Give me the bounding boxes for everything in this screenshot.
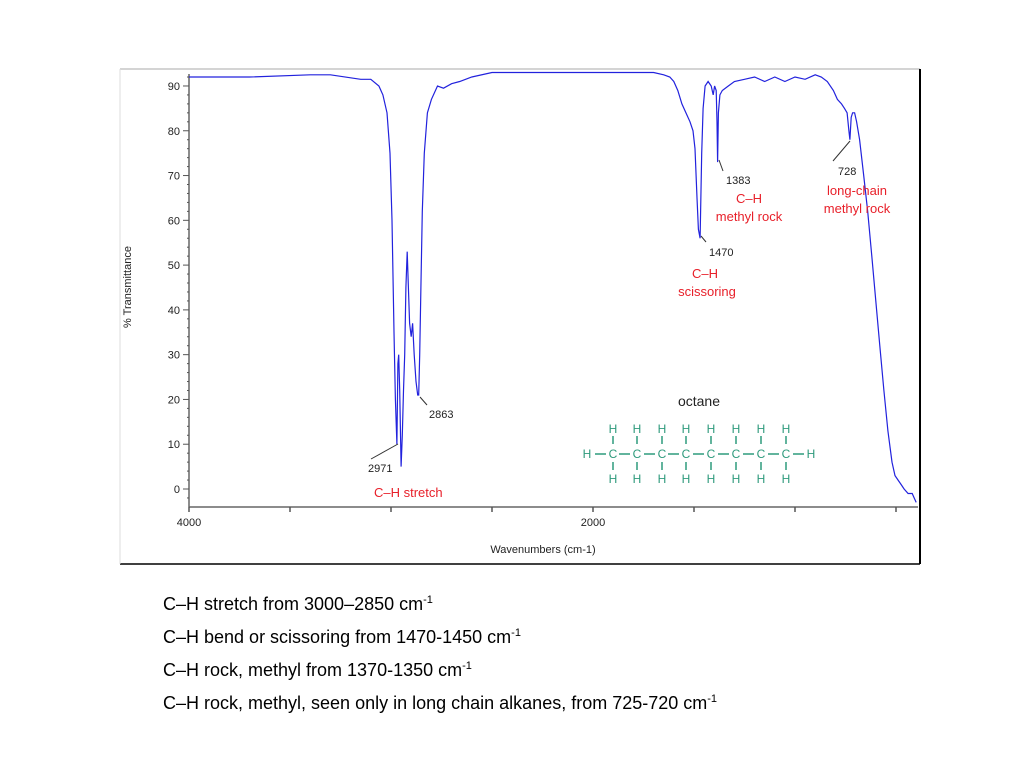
spectrum-line <box>189 71 917 503</box>
y-tick-label: 50 <box>168 260 180 272</box>
annotation-label-methyl-rock: methyl rock <box>716 209 783 224</box>
note-text: C–H stretch from 3000–2850 cm <box>163 594 424 614</box>
hydrogen-atom: H <box>707 472 716 486</box>
annotation-1470: 1470 C–H scissoring <box>678 235 736 299</box>
hydrogen-atom: H <box>757 422 766 436</box>
y-tick-label: 20 <box>168 394 180 406</box>
note-line: C–H rock, methyl, seen only in long chai… <box>163 685 717 718</box>
hydrogen-atom: H <box>732 422 741 436</box>
hydrogen-atom: H <box>732 472 741 486</box>
hydrogen-atom: H <box>782 422 791 436</box>
y-axis-label: % Transmittance <box>122 246 134 328</box>
y-tick-label: 30 <box>168 350 180 362</box>
peak-label-1383: 1383 <box>726 175 750 187</box>
carbon-atom: C <box>609 447 618 461</box>
axes <box>188 74 918 508</box>
annotation-label-ch: C–H <box>736 191 762 206</box>
annotation-label-ch: C–H <box>692 266 718 281</box>
y-tick-label: 80 <box>168 126 180 138</box>
x-axis-label: Wavenumbers (cm-1) <box>490 544 595 556</box>
carbon-atom: C <box>707 447 716 461</box>
y-tick-label: 10 <box>168 439 180 451</box>
hydrogen-atom: H <box>682 422 691 436</box>
y-tick-label: 0 <box>174 484 180 496</box>
note-sup: -1 <box>707 693 718 705</box>
hydrogen-atom: H <box>609 472 618 486</box>
annotation-label-ch-stretch: C–H stretch <box>374 485 443 500</box>
annotation-728: 728 long-chain methyl rock <box>824 140 891 216</box>
note-sup: -1 <box>511 627 521 639</box>
peak-label-728: 728 <box>838 166 856 178</box>
annotation-2971: 2971 C–H stretch <box>368 443 443 500</box>
hydrogen-atom: H <box>707 422 716 436</box>
note-line: C–H stretch from 3000–2850 cm-1 <box>163 586 717 619</box>
note-text: C–H rock, methyl, seen only in long chai… <box>163 693 708 713</box>
note-text: C–H bend or scissoring from 1470-1450 cm <box>163 627 512 647</box>
hydrogen-atom: H <box>757 472 766 486</box>
hydrogen-atom: H <box>658 472 667 486</box>
hydrogen-atom: H <box>633 472 642 486</box>
carbon-atom: C <box>732 447 741 461</box>
hydrogen-atom: H <box>782 472 791 486</box>
annotation-label-scissoring: scissoring <box>678 284 736 299</box>
peak-label-2971: 2971 <box>368 463 392 475</box>
carbon-atom: C <box>633 447 642 461</box>
note-text: C–H rock, methyl from 1370-1350 cm <box>163 660 463 680</box>
carbon-atom: C <box>682 447 691 461</box>
annotation-2863: 2863 <box>419 396 453 421</box>
hydrogen-atom: H <box>633 422 642 436</box>
note-sup: -1 <box>423 594 433 606</box>
y-tick-label: 70 <box>168 171 180 183</box>
note-sup: -1 <box>462 660 472 672</box>
peak-label-2863: 2863 <box>429 409 453 421</box>
notes: C–H stretch from 3000–2850 cm-1 C–H bend… <box>163 586 717 718</box>
carbon-atom: C <box>782 447 791 461</box>
x-tick-label-4000: 4000 <box>177 517 201 529</box>
y-tick-label: 60 <box>168 215 180 227</box>
y-tick-label: 90 <box>168 81 180 93</box>
hydrogen-atom: H <box>658 422 667 436</box>
hydrogen-atom: H <box>807 447 816 461</box>
x-tick-label-2000: 2000 <box>581 517 605 529</box>
carbon-atom: C <box>658 447 667 461</box>
peak-label-1470: 1470 <box>709 247 733 259</box>
annotation-label-long-chain: long-chain <box>827 183 887 198</box>
hydrogen-atom: H <box>682 472 691 486</box>
annotation-1383: 1383 C–H methyl rock <box>716 159 783 224</box>
y-tick-label: 40 <box>168 305 180 317</box>
hydrogen-atom: H <box>609 422 618 436</box>
molecule-name: octane <box>678 393 720 409</box>
hydrogen-atom: H <box>583 447 592 461</box>
note-line: C–H rock, methyl from 1370-1350 cm-1 <box>163 652 717 685</box>
carbon-atom: C <box>757 447 766 461</box>
annotation-label-methyl-rock: methyl rock <box>824 201 891 216</box>
note-line: C–H bend or scissoring from 1470-1450 cm… <box>163 619 717 652</box>
